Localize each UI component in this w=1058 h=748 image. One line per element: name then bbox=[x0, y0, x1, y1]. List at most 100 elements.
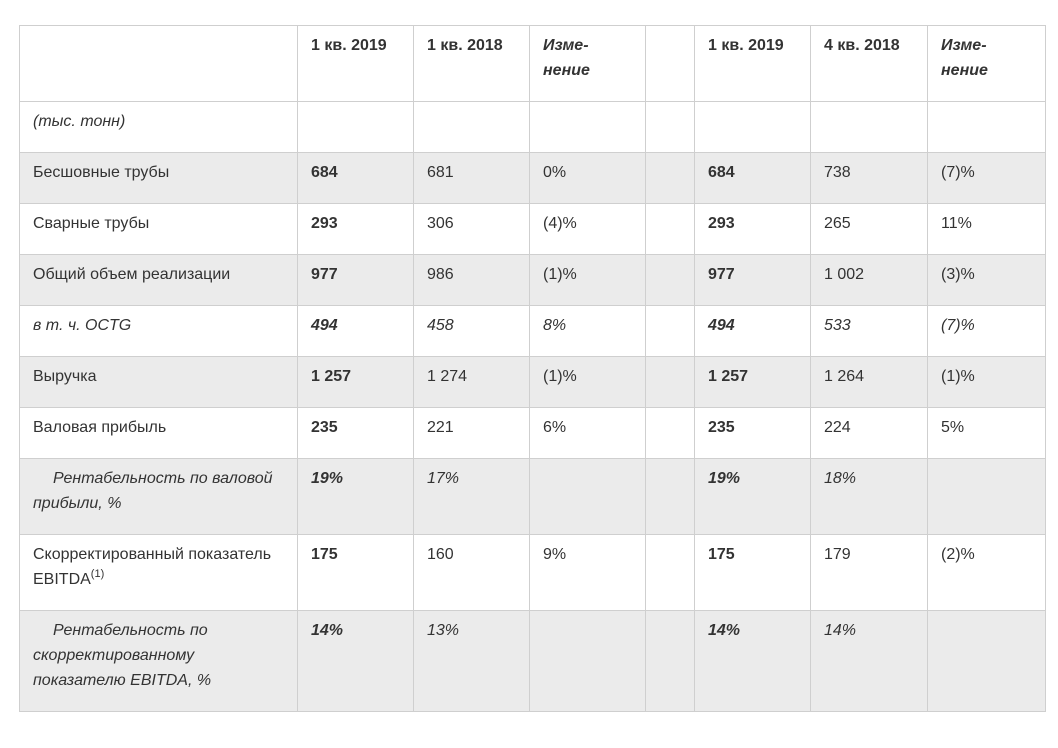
table-row: Валовая прибыль 235 221 6% 235 224 5% bbox=[19, 407, 1046, 459]
unit-row: (тыс. тонн) bbox=[19, 101, 1046, 153]
cell-value: 5% bbox=[927, 407, 1046, 459]
row-label: Рентабельность по скорректированному пок… bbox=[19, 610, 298, 712]
cell-value: 1 257 bbox=[297, 356, 414, 408]
cell-value: (7)% bbox=[927, 305, 1046, 357]
cell-value: 458 bbox=[413, 305, 530, 357]
empty-cell bbox=[694, 101, 811, 153]
cell-value: 175 bbox=[297, 534, 414, 611]
spacer-cell bbox=[645, 254, 695, 306]
header-change-1-line1: Изме- bbox=[543, 37, 589, 54]
cell-value bbox=[529, 610, 646, 712]
row-label: Валовая прибыль bbox=[19, 407, 298, 459]
footnote-marker: (1) bbox=[90, 567, 105, 580]
spacer-cell bbox=[645, 534, 695, 611]
cell-value: 8% bbox=[529, 305, 646, 357]
row-label: Выручка bbox=[19, 356, 298, 408]
cell-value: 14% bbox=[297, 610, 414, 712]
cell-value: 265 bbox=[810, 203, 928, 255]
empty-cell bbox=[927, 101, 1046, 153]
header-change-1: Изме-нение bbox=[529, 25, 646, 102]
empty-cell bbox=[810, 101, 928, 153]
row-label: Сварные трубы bbox=[19, 203, 298, 255]
row-label: Рентабельность по валовой прибыли, % bbox=[19, 458, 298, 535]
header-q1-2018: 1 кв. 2018 bbox=[413, 25, 530, 102]
cell-value: 681 bbox=[413, 152, 530, 204]
row-label: Общий объем реализации bbox=[19, 254, 298, 306]
row-label-text: Скорректированный показатель EBITDA bbox=[33, 546, 272, 588]
table-row: Общий объем реализации 977 986 (1)% 977 … bbox=[19, 254, 1046, 306]
table-row: Рентабельность по скорректированному пок… bbox=[19, 610, 1046, 712]
cell-value: 1 264 bbox=[810, 356, 928, 408]
financial-results-table: 1 кв. 2019 1 кв. 2018 Изме-нение 1 кв. 2… bbox=[19, 25, 1046, 712]
spacer-cell bbox=[645, 305, 695, 357]
table-row: Рентабельность по валовой прибыли, % 19%… bbox=[19, 458, 1046, 535]
cell-value: 738 bbox=[810, 152, 928, 204]
cell-value: 684 bbox=[297, 152, 414, 204]
header-row: 1 кв. 2019 1 кв. 2018 Изме-нение 1 кв. 2… bbox=[19, 25, 1046, 102]
cell-value bbox=[529, 458, 646, 535]
header-change-1-line2: нение bbox=[543, 62, 590, 79]
empty-cell bbox=[297, 101, 414, 153]
cell-value: 19% bbox=[297, 458, 414, 535]
cell-value: 235 bbox=[297, 407, 414, 459]
header-q4-2018: 4 кв. 2018 bbox=[810, 25, 928, 102]
header-change-2-line2: нение bbox=[941, 62, 988, 79]
cell-value: (1)% bbox=[927, 356, 1046, 408]
spacer-cell bbox=[645, 101, 695, 153]
cell-value: 494 bbox=[694, 305, 811, 357]
empty-cell bbox=[413, 101, 530, 153]
row-label: Бесшовные трубы bbox=[19, 152, 298, 204]
table-row: Выручка 1 257 1 274 (1)% 1 257 1 264 (1)… bbox=[19, 356, 1046, 408]
cell-value: 306 bbox=[413, 203, 530, 255]
cell-value: 533 bbox=[810, 305, 928, 357]
cell-value: 986 bbox=[413, 254, 530, 306]
row-label: Скорректированный показатель EBITDA(1) bbox=[19, 534, 298, 611]
cell-value: 19% bbox=[694, 458, 811, 535]
header-change-2-line1: Изме- bbox=[941, 37, 987, 54]
spacer-cell bbox=[645, 610, 695, 712]
cell-value: 494 bbox=[297, 305, 414, 357]
table-row: в т. ч. OCTG 494 458 8% 494 533 (7)% bbox=[19, 305, 1046, 357]
cell-value bbox=[927, 610, 1046, 712]
cell-value: 224 bbox=[810, 407, 928, 459]
cell-value: 1 002 bbox=[810, 254, 928, 306]
cell-value: 14% bbox=[810, 610, 928, 712]
cell-value: 0% bbox=[529, 152, 646, 204]
header-q1-2019: 1 кв. 2019 bbox=[297, 25, 414, 102]
cell-value: 11% bbox=[927, 203, 1046, 255]
table-row: Сварные трубы 293 306 (4)% 293 265 11% bbox=[19, 203, 1046, 255]
cell-value: 293 bbox=[297, 203, 414, 255]
spacer-cell bbox=[645, 356, 695, 408]
cell-value: 221 bbox=[413, 407, 530, 459]
header-change-2: Изме-нение bbox=[927, 25, 1046, 102]
cell-value: 977 bbox=[297, 254, 414, 306]
cell-value: 6% bbox=[529, 407, 646, 459]
cell-value: 14% bbox=[694, 610, 811, 712]
cell-value: 160 bbox=[413, 534, 530, 611]
cell-value: (1)% bbox=[529, 254, 646, 306]
table-row: Скорректированный показатель EBITDA(1) 1… bbox=[19, 534, 1046, 611]
cell-value: (3)% bbox=[927, 254, 1046, 306]
table-row: Бесшовные трубы 684 681 0% 684 738 (7)% bbox=[19, 152, 1046, 204]
cell-value: 17% bbox=[413, 458, 530, 535]
cell-value: 9% bbox=[529, 534, 646, 611]
cell-value bbox=[927, 458, 1046, 535]
cell-value: 13% bbox=[413, 610, 530, 712]
spacer-cell bbox=[645, 458, 695, 535]
header-q1-2019-b: 1 кв. 2019 bbox=[694, 25, 811, 102]
spacer-cell bbox=[645, 407, 695, 459]
spacer-cell bbox=[645, 203, 695, 255]
cell-value: 235 bbox=[694, 407, 811, 459]
cell-value: 1 274 bbox=[413, 356, 530, 408]
cell-value: (2)% bbox=[927, 534, 1046, 611]
cell-value: 293 bbox=[694, 203, 811, 255]
unit-label: (тыс. тонн) bbox=[19, 101, 298, 153]
header-label-cell bbox=[19, 25, 298, 102]
row-label: в т. ч. OCTG bbox=[19, 305, 298, 357]
cell-value: 179 bbox=[810, 534, 928, 611]
cell-value: 977 bbox=[694, 254, 811, 306]
spacer-cell bbox=[645, 152, 695, 204]
cell-value: 1 257 bbox=[694, 356, 811, 408]
cell-value: (1)% bbox=[529, 356, 646, 408]
cell-value: 684 bbox=[694, 152, 811, 204]
